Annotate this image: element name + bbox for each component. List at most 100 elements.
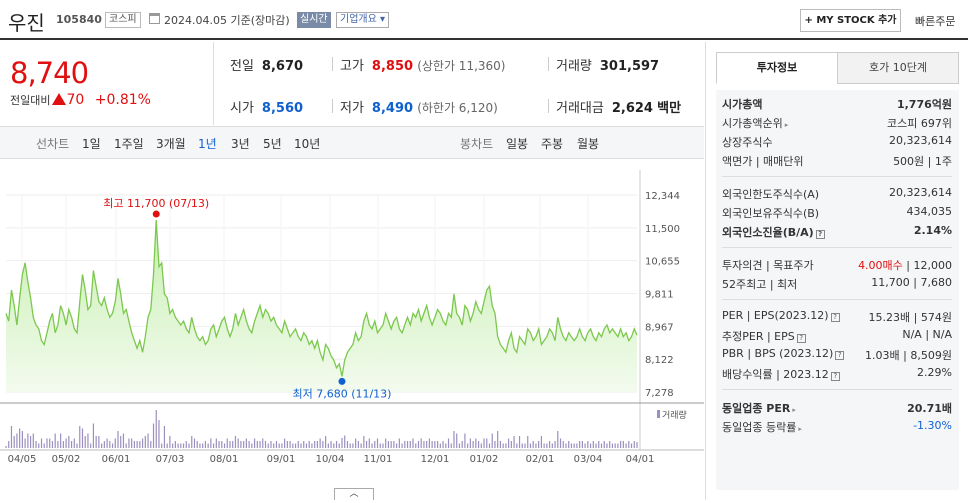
y-tick-label: 12,344 [645,191,680,202]
volume-bar [141,438,144,448]
volume-bar [60,433,62,448]
period-5y[interactable]: 5년 [263,137,282,151]
x-tick-label: 04/05 [8,454,37,465]
est-per-row: 추정PER | EPS? N/A | N/A [722,328,952,343]
52w-label: 52주최고 | 최저 [722,278,798,291]
volume-bar [19,428,21,448]
volume-bar [505,443,507,448]
volume-bar [633,441,635,448]
foreign-ratio-row: 외국인소진율(B/A)? 2.14% [722,224,952,242]
volume-bar [382,443,384,448]
volume-bar [447,438,450,448]
pbr-value: 1.03배 [865,349,900,362]
opinion-label: 투자의견 | 목표주가 [722,259,814,272]
volume-bar [278,443,280,448]
tab-invest-info[interactable]: 투자정보 [716,52,838,84]
volume-bar [546,443,548,448]
52w-low-value: 7,680 [920,276,953,289]
help-icon[interactable]: ? [835,351,845,360]
volume-bar [562,441,564,448]
x-tick-label: 04/01 [626,454,655,465]
high-label: 고가 [340,59,364,74]
target-price-value: 12,000 [913,259,953,272]
realtime-button[interactable]: 실시간 [297,12,331,28]
volume-bar [49,438,51,448]
volume-bar [617,443,619,448]
help-icon[interactable]: ? [830,313,840,322]
candle-daily[interactable]: 일봉 [506,137,529,151]
volume-bar [174,441,176,448]
add-mystock-button[interactable]: + MY STOCK 추가 [800,9,901,32]
period-1y[interactable]: 1년 [198,137,217,151]
volume-bar [38,443,40,448]
volume-bar [161,443,163,448]
stock-code: 105840 [56,13,102,26]
amount-label: 거래대금 [556,101,604,116]
foreign-ratio-value: 2.14% [913,224,952,237]
volume-bar [415,443,417,448]
pbr-text: PBR | BPS (2023.12) [722,347,834,360]
volume-bar [327,443,329,448]
calendar-icon [149,13,160,24]
volume-bar [442,441,444,448]
lower-limit: (하한가 6,120) [417,101,498,115]
volume-bar [245,438,247,448]
volume-bar [581,441,583,448]
volume-bar [24,438,26,448]
x-tick-label: 03/04 [574,454,603,465]
line-chart-label: 선차트 [36,137,70,151]
volume-bar [297,441,299,448]
volume-bar [568,441,570,448]
volume-bar [565,443,567,448]
period-3y[interactable]: 3년 [231,137,250,151]
listed-shares-row: 상장주식수 20,323,614 [722,134,952,152]
period-3m[interactable]: 3개월 [156,137,186,151]
volume-value: 301,597 [599,59,660,74]
collapse-chart-button[interactable]: ︿ [334,488,374,500]
volume-bar [609,441,611,448]
volume-bar [513,436,515,448]
volume-bar [406,441,409,448]
quick-order-button[interactable]: 빠른주문 [915,15,956,28]
period-1d[interactable]: 1일 [82,137,101,151]
market-cap-rank-row[interactable]: 시가총액순위 ▸ 코스피 697위 [722,115,952,133]
company-info-button[interactable]: 기업개요 ▾ [336,12,389,28]
volume-bar [29,436,32,448]
volume-bar [223,443,226,448]
x-tick-label: 12/01 [421,454,450,465]
volume-bar [458,443,461,448]
period-10y[interactable]: 10년 [294,137,321,151]
period-1w[interactable]: 1주일 [114,137,144,151]
volume-bar [636,442,638,448]
change-percent: +0.81% [94,92,151,108]
volume-label: 거래량 [556,59,592,74]
sector-per-row[interactable]: 동일업종 PER ▸ 20.71배 [722,400,952,418]
price-chart[interactable]: 12,344 11,500 10,655 9,811 8,967 8,122 7,278 0… [0,160,704,500]
volume-bar [376,438,379,448]
volume-bar [150,441,152,448]
help-icon[interactable]: ? [830,372,840,381]
price-chart-svg[interactable]: 12,344 11,500 10,655 9,811 8,967 8,122 7,278 0… [0,160,704,500]
candle-monthly[interactable]: 월봉 [577,137,600,151]
help-icon[interactable]: ? [796,334,806,343]
foreign-hold-label: 외국인보유주식수(B) [722,207,820,220]
dividend-label: 배당수익률 | 2023.12? [722,366,840,382]
divider [722,247,952,248]
y-tick-label: 10,655 [645,257,680,268]
listed-shares-value: 20,323,614 [889,134,952,147]
sector-change-row[interactable]: 동일업종 등락률 ▸ -1.30% [722,419,952,437]
volume-bar [267,443,269,448]
volume-bar [84,436,86,448]
volume-bar [177,443,179,448]
help-icon[interactable]: ? [815,230,825,239]
market-cap-rank-text: 시가총액순위 [722,117,783,130]
volume-bar [98,436,100,448]
volume-bar [516,443,518,448]
volume-bar [46,438,48,448]
volume-legend-label: 거래량 [662,409,687,421]
tab-orderbook[interactable]: 호가 10단계 [837,52,959,84]
candle-weekly[interactable]: 주봉 [541,137,564,151]
invest-info-panel: 투자정보 호가 10단계 시가총액 1,776억원 시가총액순위 ▸ 코스피 697위… [705,42,968,500]
volume-bar [73,438,75,448]
volume-bar [81,428,84,448]
